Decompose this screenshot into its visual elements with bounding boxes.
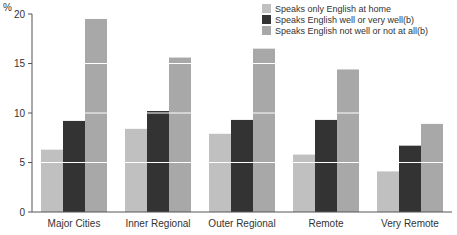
bar: [85, 19, 107, 212]
chart-svg: % 0 5 10 15 20 Major Cities Inner Regional Outer…: [0, 0, 457, 235]
bar: [41, 150, 63, 212]
bar: [209, 134, 231, 212]
bar: [125, 129, 147, 212]
bar: [147, 111, 169, 212]
bar: [337, 69, 359, 212]
bar: [377, 171, 399, 212]
chart-container: % 0 5 10 15 20 Major Cities Inner Regional Outer…: [0, 0, 457, 235]
y-tick: [28, 162, 32, 163]
legend-label: Speaks English well or very well(b): [275, 15, 414, 25]
bar: [421, 124, 443, 212]
x-tick-label: Outer Regional: [208, 218, 275, 229]
legend-swatch: [262, 4, 271, 13]
y-tick-label: 15: [14, 58, 26, 69]
bars: [41, 19, 443, 212]
legend-label: Speaks only English at home: [275, 4, 391, 14]
legend: Speaks only English at homeSpeaks Englis…: [262, 4, 428, 36]
y-tick: [28, 63, 32, 64]
x-tick-label: Inner Regional: [125, 218, 190, 229]
bar: [293, 155, 315, 212]
x-axis: [32, 212, 452, 213]
y-tick-label: 0: [19, 207, 25, 218]
bar: [253, 49, 275, 212]
y-tick-label: 5: [19, 157, 25, 168]
legend-label: Speaks English not well or not at all(b): [275, 26, 428, 36]
legend-swatch: [262, 26, 271, 35]
y-tick: [28, 113, 32, 114]
bar: [63, 121, 85, 212]
grid: [32, 14, 452, 163]
legend-swatch: [262, 15, 271, 24]
grid-line: [32, 63, 452, 64]
bar: [231, 120, 253, 212]
grid-line: [32, 113, 452, 114]
y-axis-label: %: [3, 2, 12, 13]
x-tick-label: Remote: [308, 218, 343, 229]
x-tick-label: Major Cities: [48, 218, 101, 229]
y-tick-label: 20: [14, 9, 26, 20]
y-tick: [28, 14, 32, 15]
bar: [399, 146, 421, 212]
y-tick: [28, 212, 32, 213]
x-tick-label: Very Remote: [381, 218, 439, 229]
y-tick-label: 10: [14, 108, 26, 119]
bar: [169, 58, 191, 212]
bar: [315, 120, 337, 212]
grid-line: [32, 162, 452, 163]
